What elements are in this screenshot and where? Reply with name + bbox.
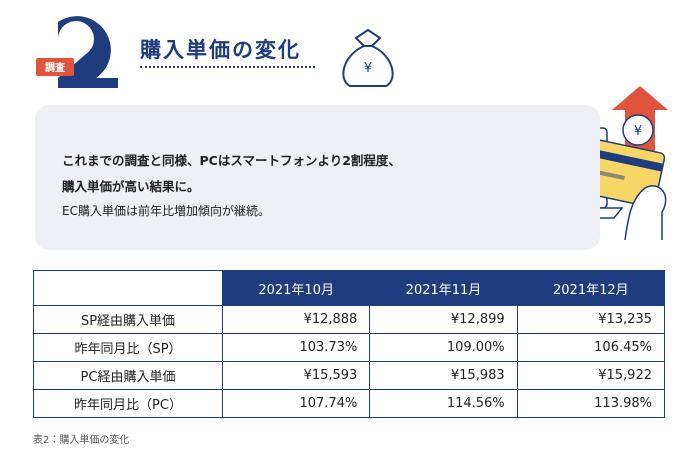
- corner-cell: [33, 270, 223, 306]
- cell-value: 103.73%: [221, 333, 371, 362]
- money-bag-icon: ¥: [342, 28, 394, 87]
- badge: 調査: [45, 61, 66, 74]
- cell-value: ¥15,922: [516, 361, 666, 390]
- column-header: 2021年10月: [221, 270, 371, 306]
- row-label: SP経由購入単価: [33, 305, 223, 334]
- cell-value: 113.98%: [516, 389, 666, 418]
- caption: 表2：購入単価の変化: [33, 435, 130, 446]
- quote-line: 購入単価が高い結果に。: [62, 179, 200, 194]
- bag-symbol: ¥: [364, 61, 372, 76]
- quote-line: これまでの調査と同様、PCはスマートフォンより2割程度、: [62, 153, 401, 168]
- header-row: 2021年10月 2021年11月 2021年12月: [33, 270, 666, 306]
- cell-value: ¥12,888: [221, 305, 371, 334]
- title: 購入単価の変化: [140, 38, 301, 62]
- table-row: 昨年同月比（SP） 103.73% 109.00% 106.45%: [33, 333, 666, 362]
- title-underline: [140, 66, 315, 68]
- quote-line: EC購入単価は前年比増加傾向が継続。: [62, 204, 270, 218]
- column-header: 2021年11月: [369, 270, 518, 306]
- cell-value: ¥15,983: [369, 361, 518, 390]
- cell-value: ¥15,593: [221, 361, 371, 390]
- cell-value: 107.74%: [221, 389, 371, 418]
- cell-value: 106.45%: [516, 333, 666, 362]
- table-row: SP経由購入単価 ¥12,888 ¥12,899 ¥13,235: [33, 305, 666, 334]
- quote-box: [35, 105, 600, 250]
- table-body: SP経由購入単価 ¥12,888 ¥12,899 ¥13,235 昨年同月比（SP） 10…: [33, 305, 666, 418]
- row-label: 昨年同月比（SP）: [33, 333, 223, 362]
- logo: 調査: [36, 16, 118, 89]
- arrow-symbol: ¥: [634, 124, 642, 139]
- row-label: PC経由購入単価: [33, 361, 223, 390]
- price-table: 2021年10月 2021年11月 2021年12月 SP経由購入単価 ¥12,8…: [33, 270, 666, 418]
- cell-value: 109.00%: [369, 333, 518, 362]
- table-row: 昨年同月比（PC） 107.74% 114.56% 113.98%: [33, 389, 666, 418]
- column-header: 2021年12月: [516, 270, 666, 306]
- cell-value: 114.56%: [369, 389, 518, 418]
- table-row: PC経由購入単価 ¥15,593 ¥15,983 ¥15,922: [33, 361, 666, 390]
- row-label: 昨年同月比（PC）: [33, 389, 223, 418]
- cell-value: ¥13,235: [516, 305, 666, 334]
- cell-value: ¥12,899: [369, 305, 518, 334]
